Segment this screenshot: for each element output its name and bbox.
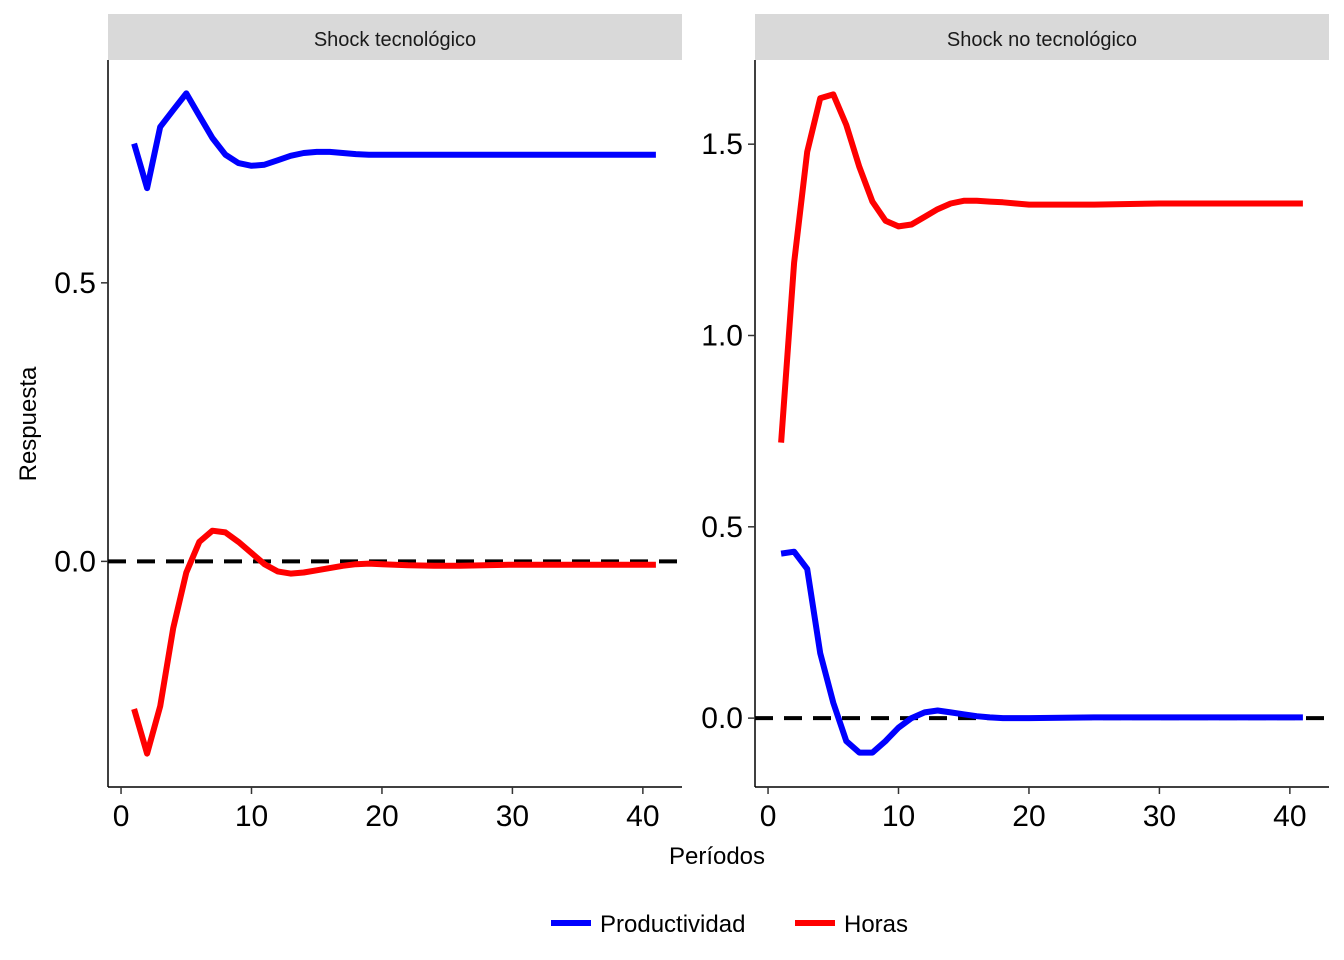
panel-title: Shock tecnológico: [314, 29, 476, 51]
x-tick-label: 10: [882, 800, 915, 833]
panel-strip: [108, 14, 682, 60]
y-tick-label: 0.5: [701, 511, 743, 544]
legend: Productividad Horas: [551, 911, 908, 938]
y-axis-title: Respuesta: [15, 366, 42, 481]
y-tick-label: 0.5: [54, 267, 96, 300]
panel-title: Shock no tecnológico: [947, 29, 1137, 51]
y-tick-label: 1.0: [701, 319, 743, 352]
x-tick-label: 30: [1143, 800, 1176, 833]
x-tick-label: 0: [760, 800, 777, 833]
x-tick-label: 0: [113, 800, 130, 833]
x-tick-label: 20: [1012, 800, 1045, 833]
series-line-productividad: [780, 548, 1303, 756]
panel-strip: [755, 14, 1329, 60]
legend-label-horas: Horas: [844, 911, 908, 938]
panel-1: Shock tecnológico 0.0 0.5 0 10 20 30 40: [54, 14, 682, 833]
legend-label-productividad: Productividad: [600, 911, 745, 938]
x-axis-title: Períodos: [669, 843, 765, 870]
panel-2: Shock no tecnológico 0.0 0.5 1.0 1.5 0 10 20 30 4…: [701, 14, 1329, 833]
series-line-horas: [778, 91, 1303, 443]
series-line-productividad: [131, 90, 656, 192]
y-tick-label: 1.5: [701, 128, 743, 161]
x-tick-label: 30: [496, 800, 529, 833]
x-tick-label: 20: [365, 800, 398, 833]
y-tick-label: 0.0: [54, 545, 96, 578]
y-tick-label: 0.0: [701, 702, 743, 735]
x-tick-label: 10: [235, 800, 268, 833]
x-tick-label: 40: [626, 800, 659, 833]
x-tick-label: 40: [1273, 800, 1306, 833]
series-line-horas: [131, 527, 656, 757]
